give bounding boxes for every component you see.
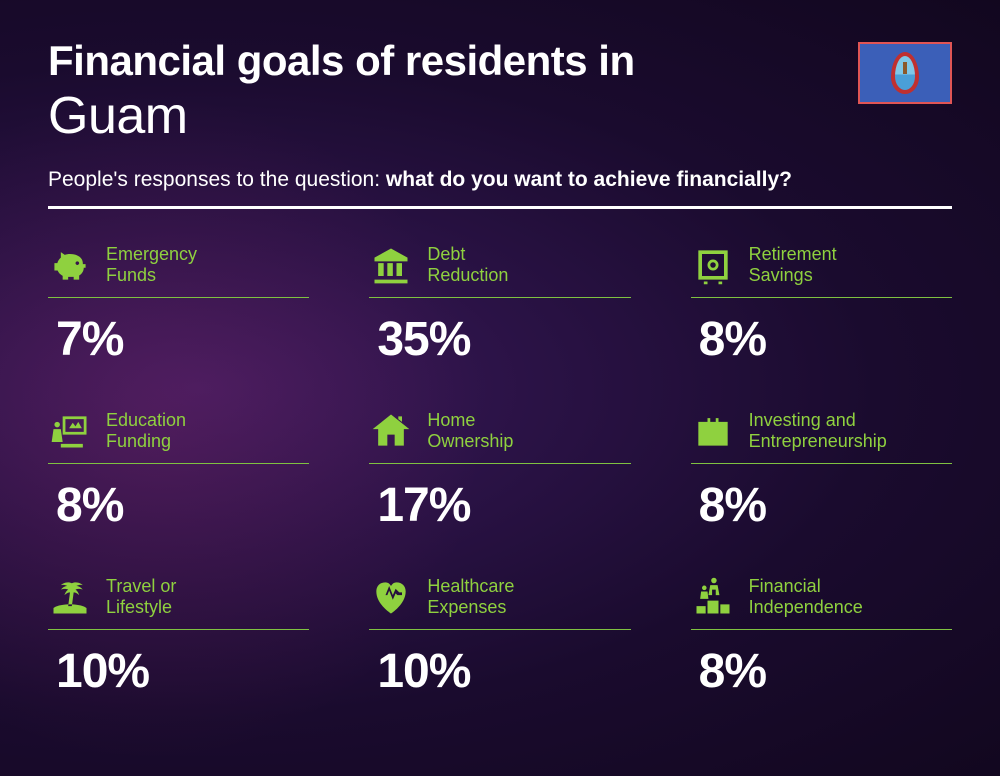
safe-icon: [691, 243, 735, 287]
heart-pulse-icon: [369, 575, 413, 619]
bank-icon: [369, 243, 413, 287]
goal-value: 17%: [369, 478, 630, 533]
header: Financial goals of residents in Guam Peo…: [48, 38, 952, 209]
piggy-bank-icon: [48, 243, 92, 287]
goal-value: 8%: [48, 478, 309, 533]
goals-grid: EmergencyFunds 7% DebtReduction 35% Reti…: [48, 243, 952, 699]
goal-label: HealthcareExpenses: [427, 576, 514, 619]
goal-value: 7%: [48, 312, 309, 367]
goal-value: 8%: [691, 644, 952, 699]
goal-card: Travel orLifestyle 10%: [48, 575, 309, 699]
briefcase-icon: [691, 409, 735, 453]
goal-value: 10%: [48, 644, 309, 699]
palm-island-icon: [48, 575, 92, 619]
goal-card: EducationFunding 8%: [48, 409, 309, 533]
goal-card: DebtReduction 35%: [369, 243, 630, 367]
presentation-icon: [48, 409, 92, 453]
flag-guam: [858, 42, 952, 104]
goal-card: HealthcareExpenses 10%: [369, 575, 630, 699]
subtitle-question: what do you want to achieve financially?: [386, 168, 792, 191]
goal-label: EducationFunding: [106, 410, 186, 453]
subtitle-prefix: People's responses to the question:: [48, 168, 386, 191]
goal-label: RetirementSavings: [749, 244, 837, 287]
goal-value: 35%: [369, 312, 630, 367]
goal-value: 10%: [369, 644, 630, 699]
title-prefix: Financial goals of residents in: [48, 38, 952, 84]
subtitle: People's responses to the question: what…: [48, 168, 952, 192]
goal-card: HomeOwnership 17%: [369, 409, 630, 533]
goal-card: EmergencyFunds 7%: [48, 243, 309, 367]
goal-label: EmergencyFunds: [106, 244, 197, 287]
house-icon: [369, 409, 413, 453]
goal-label: HomeOwnership: [427, 410, 513, 453]
goal-card: Investing andEntrepreneurship 8%: [691, 409, 952, 533]
podium-icon: [691, 575, 735, 619]
goal-value: 8%: [691, 478, 952, 533]
goal-label: Travel orLifestyle: [106, 576, 176, 619]
goal-value: 8%: [691, 312, 952, 367]
goal-label: FinancialIndependence: [749, 576, 863, 619]
divider: [48, 206, 952, 209]
title-location: Guam: [48, 86, 952, 146]
goal-label: Investing andEntrepreneurship: [749, 410, 887, 453]
goal-card: RetirementSavings 8%: [691, 243, 952, 367]
goal-card: FinancialIndependence 8%: [691, 575, 952, 699]
goal-label: DebtReduction: [427, 244, 508, 287]
